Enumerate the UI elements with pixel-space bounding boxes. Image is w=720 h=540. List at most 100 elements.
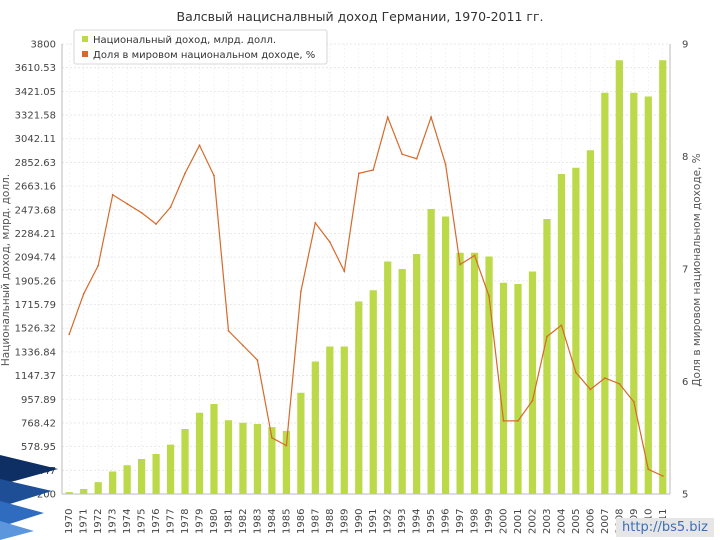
x-tick-label: 1979 <box>195 509 206 534</box>
y-tick-label: 2094.74 <box>15 253 56 264</box>
line-point <box>575 371 577 374</box>
y2-tick-label: 7 <box>682 265 688 276</box>
bar <box>340 346 348 494</box>
y-tick-label: 2663.16 <box>15 182 56 193</box>
y2-tick-label: 9 <box>682 40 688 51</box>
bar <box>630 92 638 494</box>
line-point <box>589 388 592 391</box>
bar <box>456 252 464 494</box>
bar <box>239 422 247 494</box>
x-tick-label: 1994 <box>412 509 423 534</box>
bar <box>195 412 204 494</box>
y-tick-label: 3042.11 <box>15 134 56 145</box>
bar <box>427 209 435 494</box>
y-tick-label: 768.42 <box>21 418 56 429</box>
bar <box>80 489 88 494</box>
bar <box>470 252 479 494</box>
line-point <box>328 241 331 243</box>
y-tick-label: 578.95 <box>21 442 56 453</box>
x-tick-label: 1988 <box>325 509 336 534</box>
bar <box>253 424 262 494</box>
y-tick-label: 3321.58 <box>15 111 56 122</box>
line-point <box>97 264 100 267</box>
x-tick-label: 1993 <box>397 509 408 534</box>
line-point <box>343 270 346 273</box>
bar <box>224 420 233 494</box>
y-tick-label: 957.89 <box>21 395 56 406</box>
line-point <box>271 436 273 439</box>
bar <box>123 465 131 494</box>
y-tick-label: 1336.84 <box>15 347 56 358</box>
x-tick-label: 2006 <box>585 509 596 534</box>
legend-swatch-income <box>82 36 88 42</box>
line-point <box>488 295 490 297</box>
line-point <box>140 211 143 214</box>
bar <box>210 404 218 494</box>
x-tick-label: 2003 <box>542 509 553 534</box>
legend-label-share: Доля в мировом национальном доходе, % <box>93 50 315 61</box>
line-point <box>111 193 114 196</box>
y-tick-label: 1147.37 <box>15 371 56 382</box>
line-path <box>68 115 664 477</box>
x-tick-label: 1972 <box>93 509 104 534</box>
line-point <box>415 157 418 160</box>
line-point <box>531 399 534 402</box>
y-tick-label: 1905.26 <box>15 276 56 287</box>
bar <box>528 271 537 494</box>
bar <box>601 92 609 494</box>
x-tick-label: 1984 <box>267 509 278 534</box>
x-tick-label: 1981 <box>224 509 235 534</box>
line-point <box>198 144 201 147</box>
x-tick-label: 2002 <box>528 509 539 534</box>
line-point <box>546 335 548 338</box>
bar <box>572 167 580 494</box>
line-point <box>502 419 505 422</box>
bar <box>659 60 667 494</box>
line-series <box>68 115 664 477</box>
bar <box>413 254 421 494</box>
x-tick-label: 1991 <box>368 509 379 534</box>
watermark-link[interactable]: http://bs5.biz <box>616 518 714 537</box>
bar <box>557 174 566 494</box>
line-point <box>357 172 360 175</box>
y2-tick-label: 8 <box>682 152 688 163</box>
chart-title: Валсвый нацисналвный доход Германии, 197… <box>177 9 544 24</box>
x-tick-label: 1987 <box>310 509 321 534</box>
line-point <box>68 333 71 336</box>
x-tick-label: 1971 <box>79 509 90 534</box>
line-point <box>213 174 215 177</box>
bar <box>384 261 392 494</box>
bar <box>152 454 160 494</box>
y-tick-label: 1715.79 <box>15 300 56 311</box>
bar <box>369 290 377 494</box>
y2-axis-ticks: 9 8 7 6 5 <box>682 40 688 501</box>
x-tick-label: 1974 <box>122 509 133 534</box>
line-point <box>285 444 288 447</box>
line-point <box>184 172 186 175</box>
bar <box>355 301 363 494</box>
x-tick-label: 1976 <box>151 509 162 534</box>
legend-label-income: Национальный доход, млрд. долл. <box>93 35 276 46</box>
x-tick-label: 1995 <box>426 509 437 534</box>
line-point <box>632 400 635 403</box>
slide-decoration <box>0 455 58 540</box>
legend-swatch-share <box>82 51 88 57</box>
bar <box>499 282 508 494</box>
bar-series <box>65 60 667 494</box>
y2-axis-label: Доля в мировом национальном доходе, % <box>691 153 703 386</box>
bar <box>485 256 493 494</box>
line-point <box>618 382 621 385</box>
bar <box>166 444 175 494</box>
x-tick-label: 1996 <box>441 509 452 534</box>
x-tick-label: 1978 <box>180 509 191 534</box>
line-point <box>401 153 404 156</box>
line-point <box>256 359 259 362</box>
x-tick-label: 1980 <box>209 509 220 534</box>
y-tick-label: 3610.53 <box>15 63 56 74</box>
line-point <box>227 329 230 332</box>
y2-tick-label: 5 <box>682 490 688 501</box>
y-tick-label: 1526.32 <box>15 324 56 335</box>
x-tick-label: 2007 <box>600 509 611 534</box>
bar <box>442 216 450 494</box>
bar <box>268 427 276 494</box>
